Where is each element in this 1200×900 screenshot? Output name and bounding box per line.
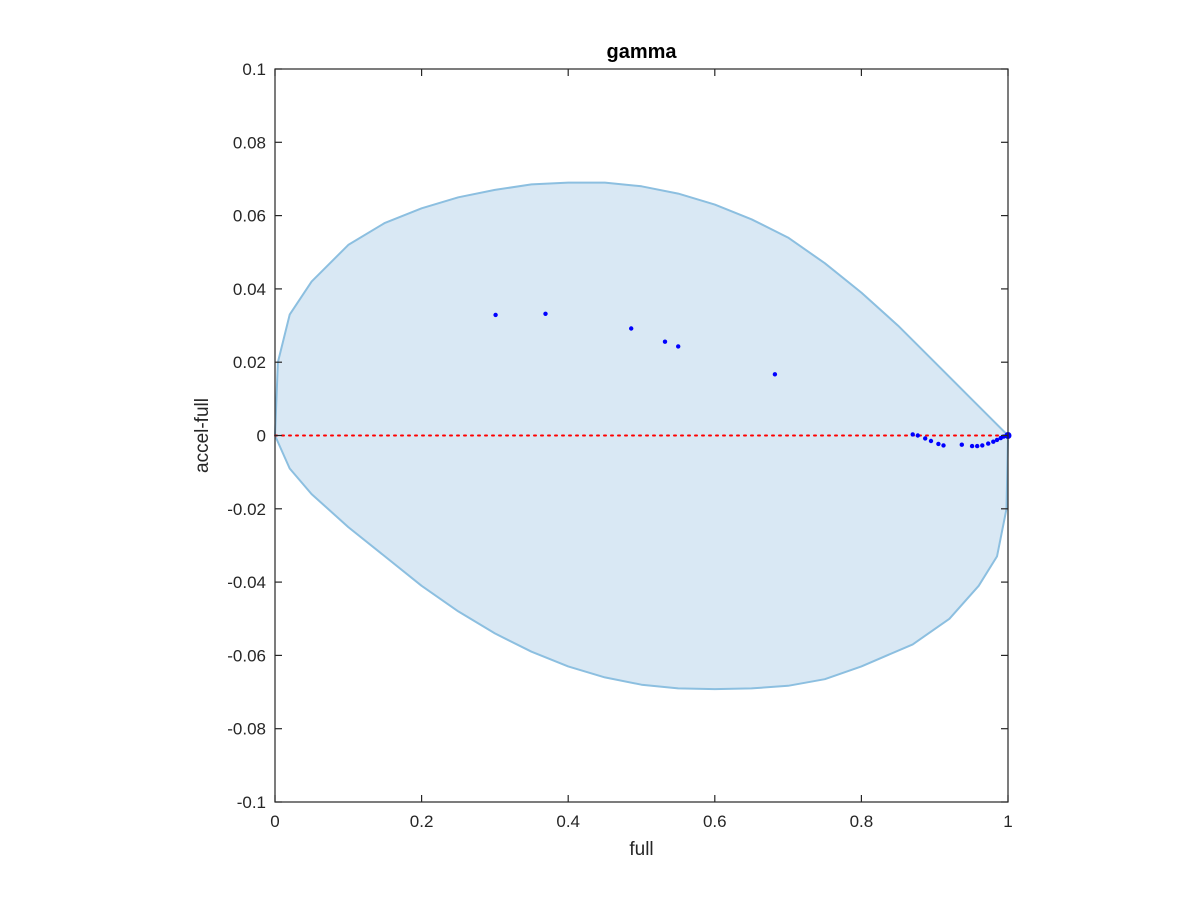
data-point [975,443,980,449]
y-tick-label: -0.06 [227,646,266,665]
data-point [994,437,1000,443]
data-point [910,432,915,437]
data-point [772,372,778,377]
ticks-layer: 0 0.2 0.4 0.6 0.8 1 -0.1 -0.08 -0.06 -0.04 -0.02 0 0… [227,60,1012,831]
y-tick-label: -0.04 [227,573,266,592]
y-tick-label: 0 [257,427,266,446]
y-axis-label: accel-full [192,398,213,473]
data-point [676,344,681,349]
data-points-layer [493,311,1012,449]
data-point [959,442,964,447]
data-point [915,433,920,438]
data-point [923,436,928,441]
y-tick-label: 0.04 [233,280,266,299]
data-point [629,326,634,331]
x-tick-label: 0.6 [703,812,727,831]
y-tick-label: 0.08 [233,133,266,152]
x-axis-label: full [629,839,653,860]
y-tick-label: -0.02 [227,500,266,519]
x-tick-label: 0 [270,812,279,831]
data-point [941,443,946,448]
data-point [969,443,975,449]
y-tick-label: 0.06 [233,207,266,226]
y-tick-label: -0.08 [227,720,266,739]
data-point [928,438,934,444]
data-point [662,339,668,344]
x-tick-label: 1 [1003,812,1012,831]
data-point [543,311,548,316]
y-tick-label: -0.1 [237,793,266,812]
x-tick-label: 0.4 [556,812,580,831]
data-point [980,443,985,448]
data-point [986,441,991,446]
x-tick-label: 0.8 [850,812,874,831]
x-tick-label: 0.2 [410,812,434,831]
data-point [991,439,996,444]
data-point [936,441,941,447]
data-point [493,312,498,318]
y-tick-label: 0.1 [242,60,266,79]
y-tick-label: 0.02 [233,353,266,372]
chart-title: gamma [606,41,677,63]
